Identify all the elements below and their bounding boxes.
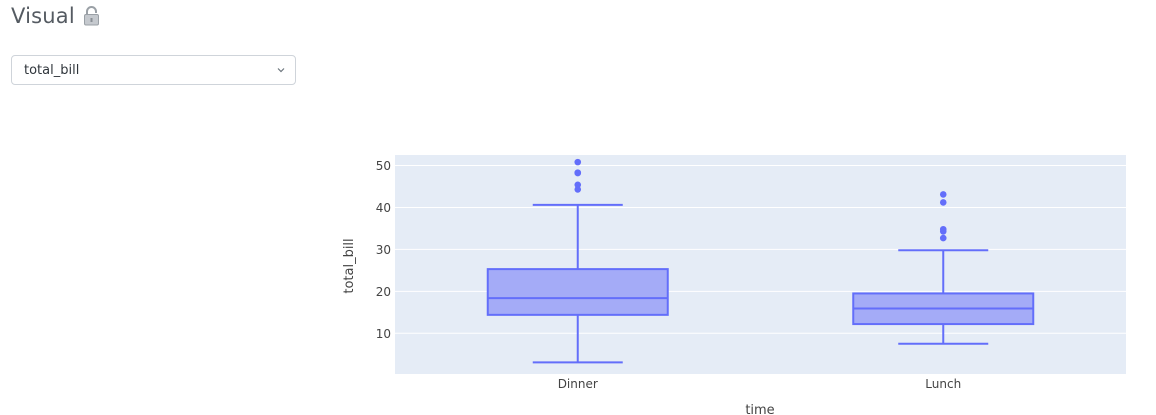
y-tick-label-20: 20	[376, 285, 391, 299]
iqr-box-dinner	[486, 268, 669, 316]
title-row: Visual	[11, 4, 100, 28]
outlier-point-dinner-3	[574, 169, 582, 176]
outlier-point-lunch-2	[939, 225, 947, 233]
plot-area	[395, 155, 1126, 374]
outlier-point-dinner-4	[574, 158, 582, 166]
variable-select[interactable]: total_bill	[11, 55, 296, 85]
outlier-point-dinner-1	[574, 181, 582, 189]
outlier-point-lunch-0	[939, 234, 947, 242]
chevron-down-icon	[277, 68, 285, 73]
outlier-point-lunch-4	[939, 191, 947, 198]
x-tick-labels: Dinner Lunch	[558, 377, 962, 391]
y-tick-label-30: 30	[376, 243, 391, 257]
variable-select-value: total_bill	[24, 62, 80, 78]
page-title: Visual	[11, 4, 75, 28]
x-tick-label-lunch: Lunch	[925, 377, 961, 391]
y-tick-label-50: 50	[376, 159, 391, 173]
y-tick-labels: 10 20 30 40 50	[376, 159, 391, 341]
boxes	[486, 158, 1035, 364]
lock-icon	[83, 6, 100, 26]
y-tick-label-40: 40	[376, 201, 391, 215]
box-dinner	[486, 158, 669, 364]
outlier-point-dinner-0	[574, 186, 582, 193]
y-tick-label-10: 10	[376, 327, 391, 341]
x-axis-label: time	[745, 403, 774, 415]
y-axis-label: total_bill	[342, 238, 357, 293]
x-tick-label-dinner: Dinner	[558, 377, 598, 391]
outlier-point-lunch-3	[939, 199, 947, 206]
box-lunch	[852, 191, 1035, 345]
